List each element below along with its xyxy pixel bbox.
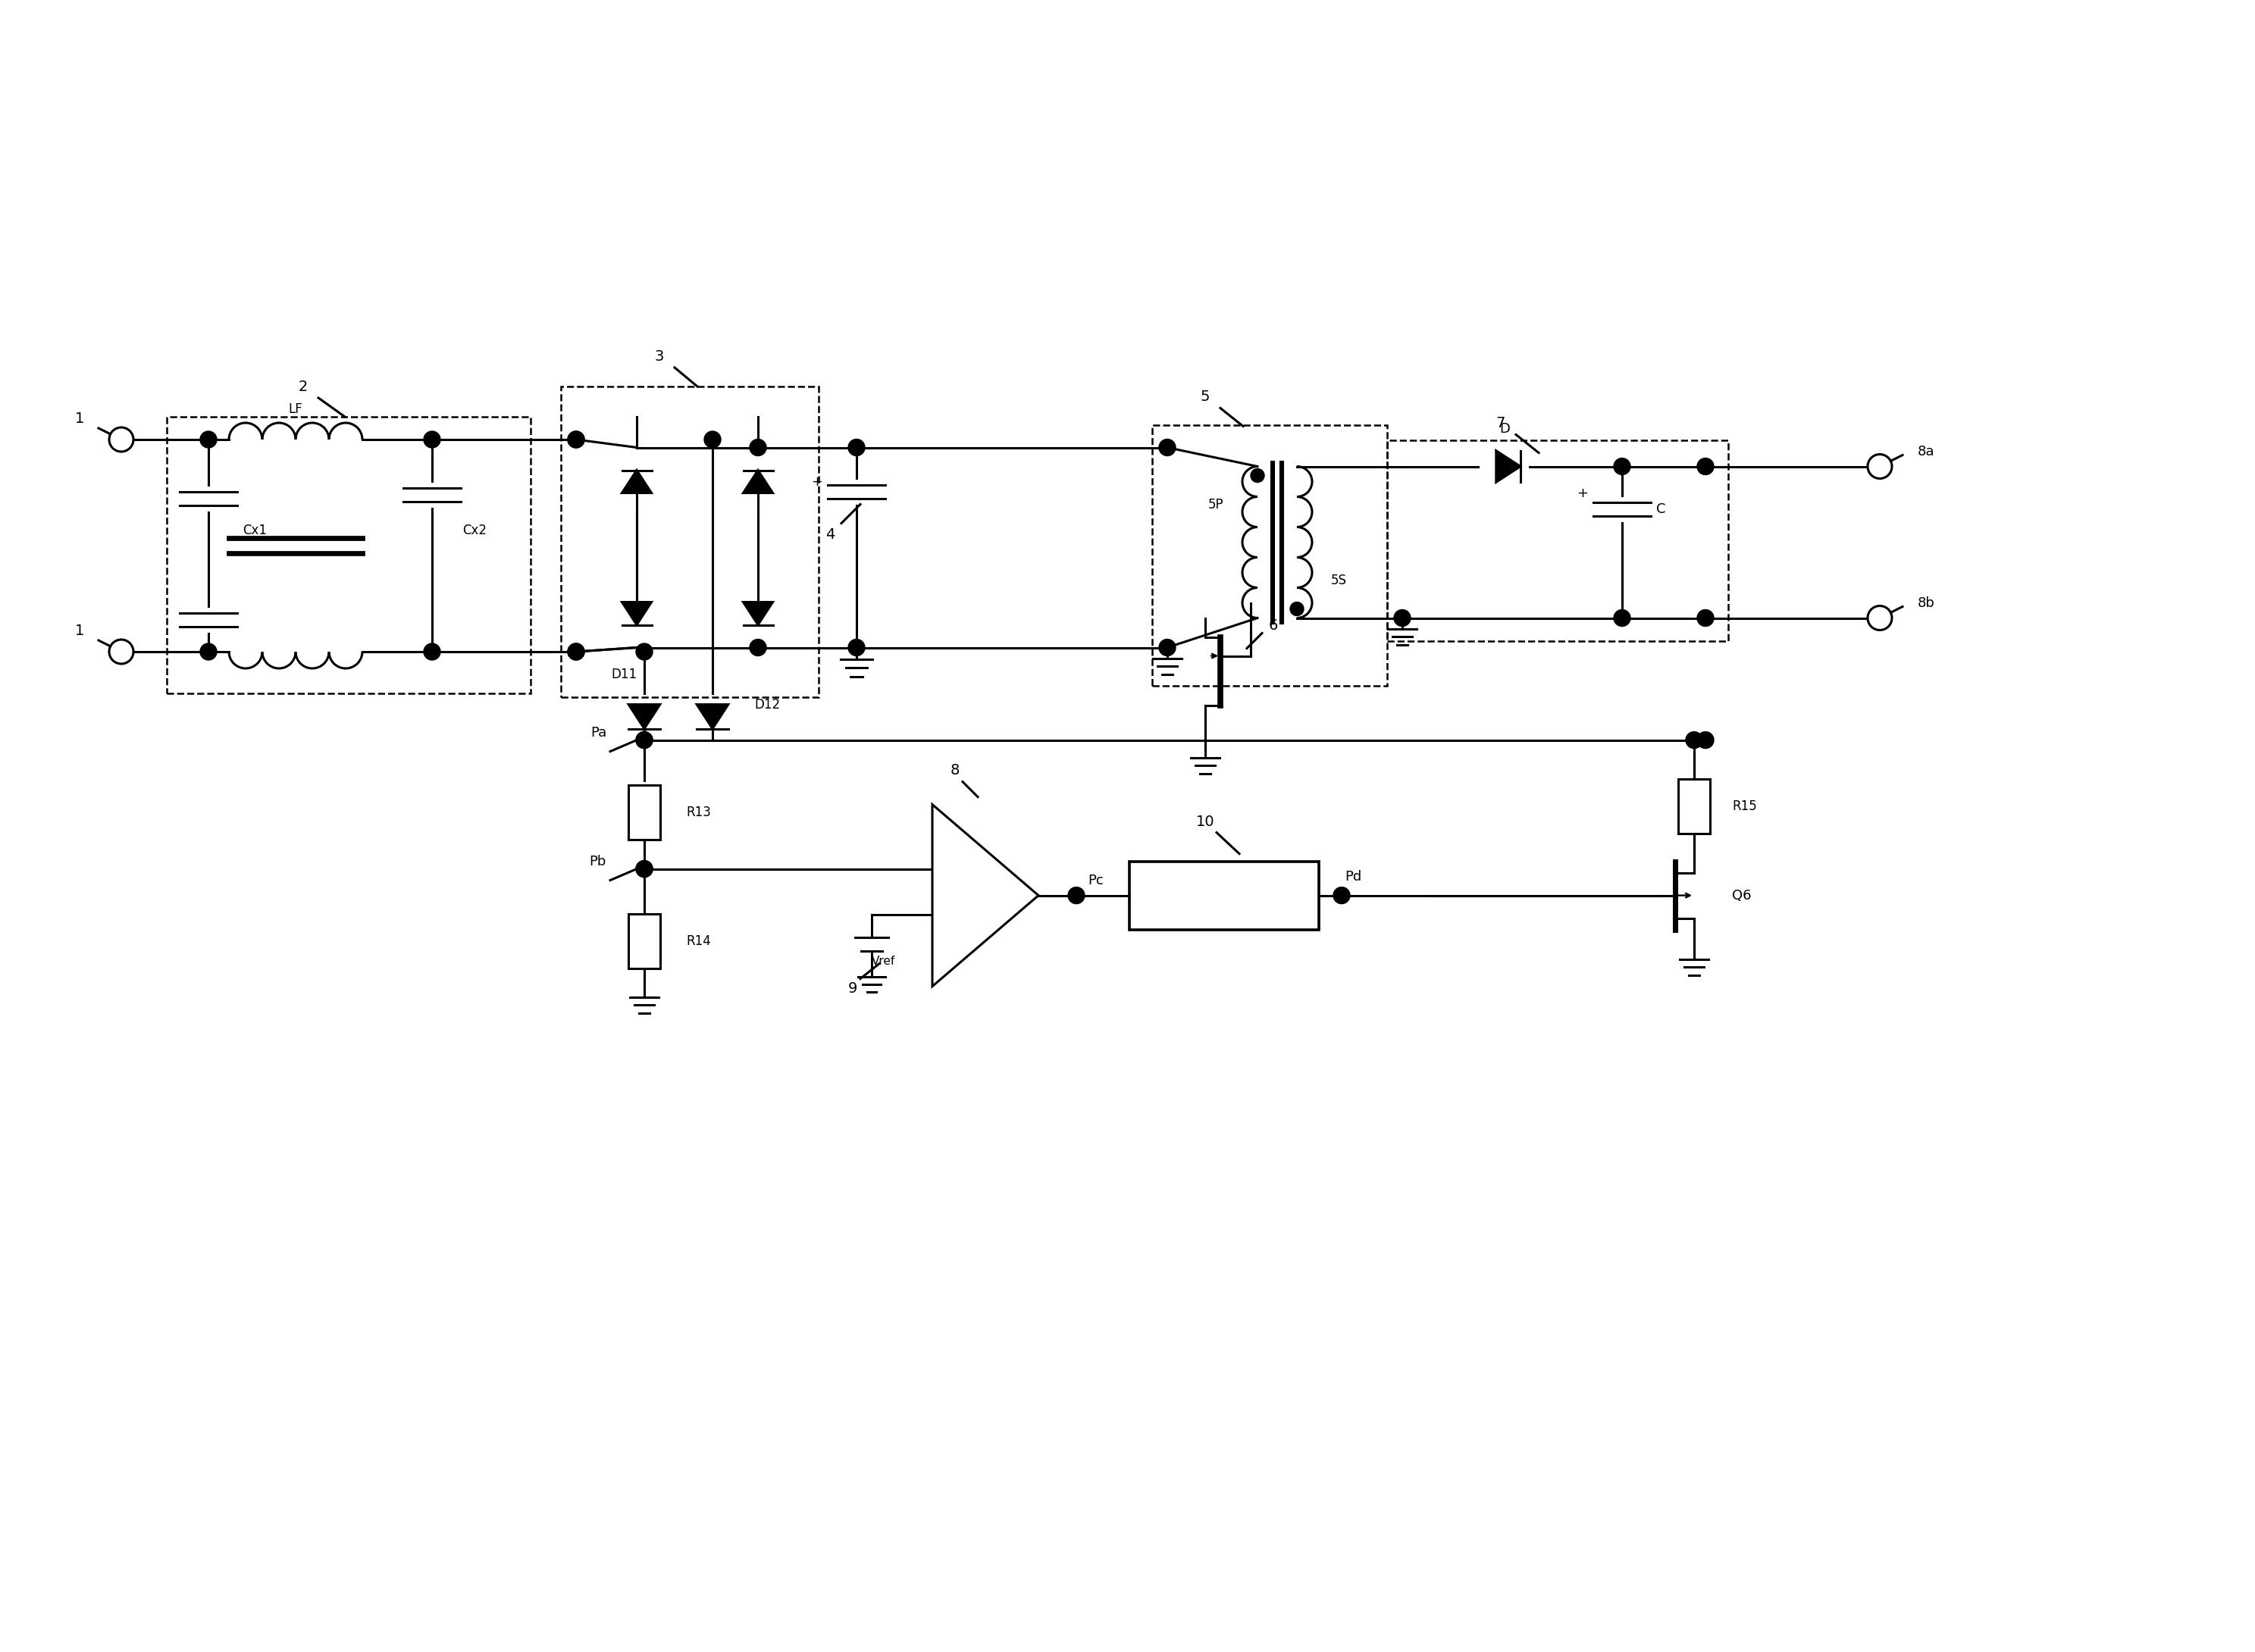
- Bar: [561, 387, 819, 697]
- Text: Cx1: Cx1: [244, 524, 266, 537]
- Text: 1: 1: [74, 411, 83, 426]
- Polygon shape: [629, 704, 661, 729]
- Text: D12: D12: [753, 697, 780, 712]
- Text: D: D: [1500, 421, 1511, 436]
- Polygon shape: [622, 471, 652, 492]
- Circle shape: [1290, 601, 1303, 616]
- Text: D11: D11: [611, 667, 636, 681]
- Text: 1: 1: [74, 623, 83, 638]
- Text: Pc: Pc: [1087, 874, 1103, 887]
- Circle shape: [568, 643, 584, 661]
- Text: C: C: [1655, 502, 1666, 515]
- Circle shape: [1159, 639, 1175, 656]
- Polygon shape: [931, 805, 1040, 986]
- Circle shape: [568, 643, 584, 661]
- Bar: [1130, 861, 1319, 930]
- Circle shape: [704, 431, 722, 448]
- Text: 8a: 8a: [1917, 444, 1935, 458]
- Circle shape: [568, 431, 584, 448]
- Text: Pb: Pb: [589, 854, 607, 869]
- Text: 9: 9: [848, 981, 857, 996]
- Circle shape: [636, 732, 652, 748]
- Circle shape: [1615, 610, 1630, 626]
- Text: 3: 3: [654, 349, 665, 363]
- Text: Vref: Vref: [873, 955, 895, 966]
- Bar: [1387, 439, 1727, 641]
- Polygon shape: [744, 471, 773, 492]
- Circle shape: [749, 639, 767, 656]
- Circle shape: [636, 861, 652, 877]
- Bar: [1152, 425, 1387, 686]
- Circle shape: [1687, 732, 1703, 748]
- Text: 8b: 8b: [1917, 596, 1935, 610]
- Circle shape: [1394, 610, 1412, 626]
- Circle shape: [108, 428, 133, 451]
- Polygon shape: [744, 601, 773, 624]
- Text: Pd: Pd: [1344, 869, 1362, 884]
- Text: +: +: [1576, 486, 1588, 501]
- Bar: [629, 914, 661, 968]
- Polygon shape: [697, 704, 728, 729]
- Text: R14: R14: [686, 933, 710, 948]
- Polygon shape: [1495, 451, 1520, 482]
- Circle shape: [424, 643, 440, 661]
- Circle shape: [1698, 610, 1714, 626]
- Text: +: +: [947, 907, 963, 922]
- Text: Pa: Pa: [591, 725, 607, 740]
- Text: 5S: 5S: [1330, 573, 1346, 586]
- Text: -: -: [952, 857, 958, 872]
- Text: R13: R13: [686, 805, 710, 819]
- Circle shape: [201, 643, 216, 661]
- Circle shape: [1159, 439, 1175, 456]
- Circle shape: [749, 439, 767, 456]
- Circle shape: [1069, 887, 1085, 904]
- Text: 10: 10: [1195, 814, 1215, 829]
- Text: +: +: [812, 474, 823, 489]
- Polygon shape: [622, 601, 652, 624]
- Text: 7: 7: [1495, 416, 1506, 431]
- Circle shape: [636, 732, 652, 748]
- Text: 6: 6: [1270, 618, 1279, 633]
- Circle shape: [636, 861, 652, 877]
- Circle shape: [568, 431, 584, 448]
- Bar: [1678, 780, 1709, 834]
- Text: R15: R15: [1732, 800, 1757, 813]
- Text: LF: LF: [289, 403, 302, 416]
- Text: 8: 8: [949, 763, 961, 778]
- Circle shape: [201, 431, 216, 448]
- Circle shape: [636, 643, 652, 661]
- Bar: [167, 416, 530, 694]
- Bar: [629, 785, 661, 839]
- Circle shape: [1867, 606, 1892, 629]
- Circle shape: [1698, 458, 1714, 474]
- Circle shape: [1615, 458, 1630, 474]
- Circle shape: [848, 439, 866, 456]
- Circle shape: [1867, 454, 1892, 479]
- Circle shape: [1698, 732, 1714, 748]
- Text: 5P: 5P: [1209, 497, 1224, 510]
- Circle shape: [424, 431, 440, 448]
- Circle shape: [848, 639, 866, 656]
- Text: 4: 4: [825, 527, 834, 542]
- Circle shape: [1333, 887, 1351, 904]
- Text: TIMER CIRCUIT: TIMER CIRCUIT: [1182, 890, 1267, 900]
- Text: Cx2: Cx2: [462, 524, 487, 537]
- Text: 5: 5: [1200, 390, 1211, 403]
- Text: Q6: Q6: [1732, 889, 1752, 902]
- Text: 2: 2: [298, 380, 309, 393]
- Circle shape: [108, 639, 133, 664]
- Circle shape: [1252, 469, 1265, 482]
